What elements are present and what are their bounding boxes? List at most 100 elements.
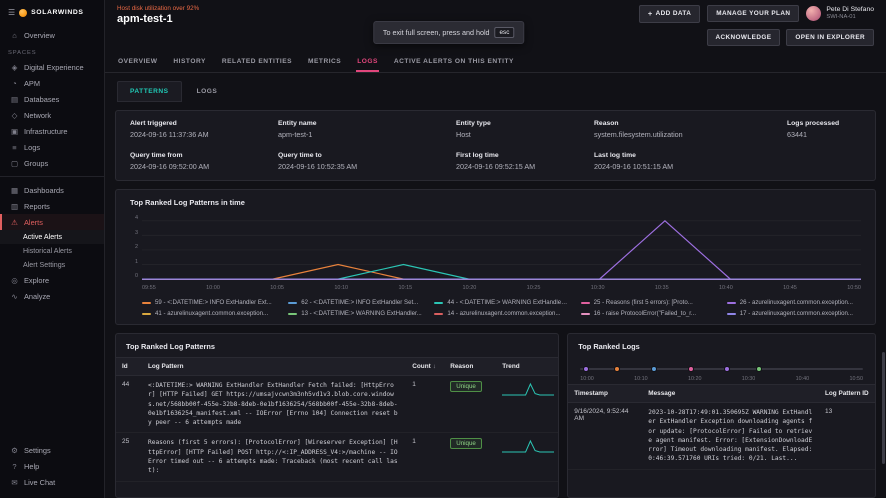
alert-name-link[interactable]: Host disk utilization over 92%	[117, 5, 199, 12]
manage-plan-button[interactable]: MANAGE YOUR PLAN	[707, 5, 799, 22]
acknowledge-button[interactable]: ACKNOWLEDGE	[707, 29, 781, 46]
sidebar-item-label: Logs	[24, 143, 40, 152]
table-row[interactable]: 44 <:DATETIME:> WARNING ExtHandler ExtHa…	[116, 376, 558, 433]
sidebar-item-label: APM	[24, 79, 40, 88]
timeline-dot[interactable]	[583, 366, 589, 372]
logs-timeline-track[interactable]	[580, 365, 863, 373]
reports-icon: ▥	[10, 202, 19, 211]
sidebar-divider	[0, 176, 104, 177]
sidebar-item-infrastructure[interactable]: ▣ Infrastructure	[0, 123, 104, 139]
legend-item[interactable]: 17 - azurelinuxagent.common.exception...	[727, 310, 861, 317]
sidebar-item-dashboards[interactable]: ▦ Dashboards	[0, 182, 104, 198]
tab-logs[interactable]: LOGS	[356, 52, 379, 72]
main-content: To exit full screen, press and hold esc …	[105, 0, 886, 498]
col-message: Message	[642, 385, 819, 403]
table-row[interactable]: 9/16/2024, 9:52:44 AM 2023-10-28T17:49:0…	[568, 403, 875, 470]
user-text: Pete Di Stefano SWI-NA-01	[826, 6, 874, 22]
sidebar: ☰ SOLARWINDS ⌂ Overview SPACES ◈ Digital…	[0, 0, 105, 498]
legend-item[interactable]: 26 - azurelinuxagent.common.exception...	[727, 299, 861, 306]
app-root: ☰ SOLARWINDS ⌂ Overview SPACES ◈ Digital…	[0, 0, 886, 498]
patterns-table-title: Top Ranked Log Patterns	[116, 334, 558, 357]
title-block: Host disk utilization over 92% apm-test-…	[117, 5, 199, 25]
solarwinds-logo-text: SOLARWINDS	[31, 9, 83, 16]
timeline-dot[interactable]	[688, 366, 694, 372]
patterns-table-header-row: Id Log Pattern Count↓ Reason Trend	[116, 358, 558, 376]
sidebar-item-apm[interactable]: ◔ APM	[0, 75, 104, 91]
sidebar-item-groups[interactable]: ▢ Groups	[0, 155, 104, 171]
sidebar-item-explore[interactable]: ◎ Explore	[0, 272, 104, 288]
sidebar-item-label: Analyze	[24, 292, 50, 301]
sidebar-item-settings[interactable]: ⚙ Settings	[0, 442, 104, 458]
cell-log-pattern: Reasons (first 5 errors): [ProtocolError…	[142, 433, 406, 481]
timeline-dot[interactable]	[756, 366, 762, 372]
field-reason: Reason system.filesystem.utilization	[594, 120, 779, 139]
tab-metrics[interactable]: METRICS	[307, 52, 342, 72]
trend-sparkline	[502, 438, 554, 454]
col-timestamp: Timestamp	[568, 385, 642, 403]
legend-item[interactable]: 16 - raise ProtocolError("Failed_to_r...	[581, 310, 715, 317]
legend-item[interactable]: 41 - azurelinuxagent.common.exception...	[142, 310, 276, 317]
sidebar-item-network[interactable]: ◇ Network	[0, 107, 104, 123]
patterns-table-panel: Top Ranked Log Patterns Id Log Pattern C…	[115, 333, 559, 498]
cell-count: 1	[406, 433, 444, 481]
legend-item[interactable]: 25 - Reasons (first 5 errors): [Proto...	[581, 299, 715, 306]
legend-item[interactable]: 14 - azurelinuxagent.common.exception...	[434, 310, 568, 317]
sidebar-item-overview[interactable]: ⌂ Overview	[0, 27, 104, 43]
add-data-button[interactable]: + ADD DATA	[639, 5, 700, 23]
patterns-table: Id Log Pattern Count↓ Reason Trend 44 <:…	[116, 357, 558, 482]
hamburger-menu-icon[interactable]: ☰	[8, 8, 15, 17]
sidebar-item-alerts[interactable]: ⚠ Alerts	[0, 214, 104, 230]
legend-item[interactable]: 62 - <:DATETIME:> INFO ExtHandler Set...	[288, 299, 422, 306]
sidebar-item-reports[interactable]: ▥ Reports	[0, 198, 104, 214]
sidebar-item-alert-settings[interactable]: Alert Settings	[0, 258, 104, 272]
sidebar-item-logs[interactable]: ≡ Logs	[0, 139, 104, 155]
timeline-dot[interactable]	[614, 366, 620, 372]
subtab-logs[interactable]: LOGS	[184, 81, 231, 102]
sidebar-item-label: Digital Experience	[24, 63, 84, 72]
col-count[interactable]: Count↓	[406, 358, 444, 376]
sidebar-item-label: Infrastructure	[24, 127, 68, 136]
legend-color-swatch	[434, 302, 443, 304]
groups-icon: ▢	[10, 159, 19, 168]
sidebar-item-help[interactable]: ? Help	[0, 458, 104, 474]
sidebar-item-label: Settings	[24, 446, 51, 455]
sidebar-item-digital-experience[interactable]: ◈ Digital Experience	[0, 59, 104, 75]
explore-icon: ◎	[10, 276, 19, 285]
tab-history[interactable]: HISTORY	[172, 52, 206, 72]
chat-icon: ✉	[10, 478, 19, 487]
cell-message: 2023-10-28T17:49:01.350695Z WARNING ExtH…	[642, 403, 819, 470]
legend-color-swatch	[727, 302, 736, 304]
sidebar-item-active-alerts[interactable]: Active Alerts	[0, 230, 104, 244]
add-data-label: ADD DATA	[656, 10, 692, 17]
legend-item[interactable]: 44 - <:DATETIME:> WARNING ExtHandler ...	[434, 299, 568, 306]
open-in-explorer-button[interactable]: OPEN IN EXPLORER	[786, 29, 874, 46]
avatar	[806, 6, 821, 21]
timeline-line	[580, 368, 863, 370]
legend-item[interactable]: 59 - <:DATETIME:> INFO ExtHandler Ext...	[142, 299, 276, 306]
legend-color-swatch	[727, 313, 736, 315]
field-query-time-to: Query time to 2024-09-16 10:52:35 AM	[278, 152, 448, 171]
tab-related-entities[interactable]: RELATED ENTITIES	[221, 52, 293, 72]
sort-desc-icon[interactable]: ↓	[433, 363, 436, 370]
chart-y-axis: 4 3 2 1 0	[130, 215, 142, 279]
sidebar-item-historical-alerts[interactable]: Historical Alerts	[0, 244, 104, 258]
user-menu[interactable]: Pete Di Stefano SWI-NA-01	[806, 6, 874, 22]
sidebar-item-analyze[interactable]: ∿ Analyze	[0, 288, 104, 304]
top-logs-table: Timestamp Message Log Pattern ID 9/16/20…	[568, 384, 875, 470]
table-row[interactable]: 25 Reasons (first 5 errors): [ProtocolEr…	[116, 433, 558, 481]
timeline-dot[interactable]	[724, 366, 730, 372]
tab-overview[interactable]: OVERVIEW	[117, 52, 158, 72]
unique-badge: Unique	[450, 438, 482, 449]
subtab-patterns[interactable]: PATTERNS	[117, 81, 182, 102]
sidebar-item-databases[interactable]: ▤ Databases	[0, 91, 104, 107]
tab-active-alerts-on-entity[interactable]: ACTIVE ALERTS ON THIS ENTITY	[393, 52, 515, 72]
sidebar-item-live-chat[interactable]: ✉ Live Chat	[0, 474, 104, 490]
legend-item[interactable]: 13 - <:DATETIME:> WARNING ExtHandler...	[288, 310, 422, 317]
entity-tabs: OVERVIEW HISTORY RELATED ENTITIES METRIC…	[105, 52, 886, 73]
sidebar-item-label: Groups	[24, 159, 48, 168]
field-first-log-time: First log time 2024-09-16 09:52:15 AM	[456, 152, 586, 171]
timeline-dot[interactable]	[651, 366, 657, 372]
scrollbar-thumb[interactable]	[882, 352, 885, 464]
timeline-labels: 10:00 10:10 10:20 10:30 10:40 10:50	[580, 376, 863, 382]
alert-details-grid: Alert triggered 2024-09-16 11:37:36 AM E…	[130, 120, 861, 171]
